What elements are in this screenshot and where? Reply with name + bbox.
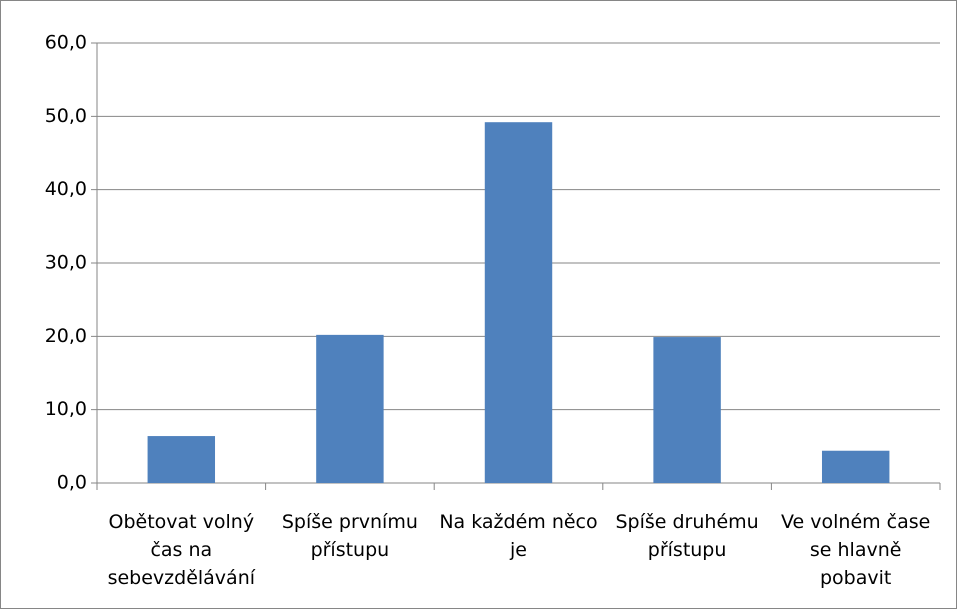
y-tick-label: 40,0 [45, 178, 87, 200]
x-tick-label: Ve volném čase se hlavně pobavit [781, 511, 931, 589]
y-tick-label: 20,0 [45, 325, 87, 347]
bar [484, 122, 553, 483]
bar [147, 436, 216, 483]
x-tick-label: Na každém něco je [439, 511, 598, 561]
x-tick-label: Spíše druhému přístupu [615, 511, 759, 561]
bar [821, 450, 890, 483]
x-tick-label: Spíše prvnímu přístupu [281, 511, 418, 561]
y-tick-label: 10,0 [45, 398, 87, 420]
bar [653, 337, 721, 483]
x-tick-label: Obětovat volný čas na sebevzdělávání [107, 511, 256, 589]
y-tick-label: 50,0 [45, 105, 87, 127]
bar [316, 334, 384, 483]
y-tick-label: 30,0 [45, 252, 87, 274]
y-tick-label: 60,0 [45, 32, 87, 54]
y-tick-label: 0,0 [57, 472, 87, 494]
